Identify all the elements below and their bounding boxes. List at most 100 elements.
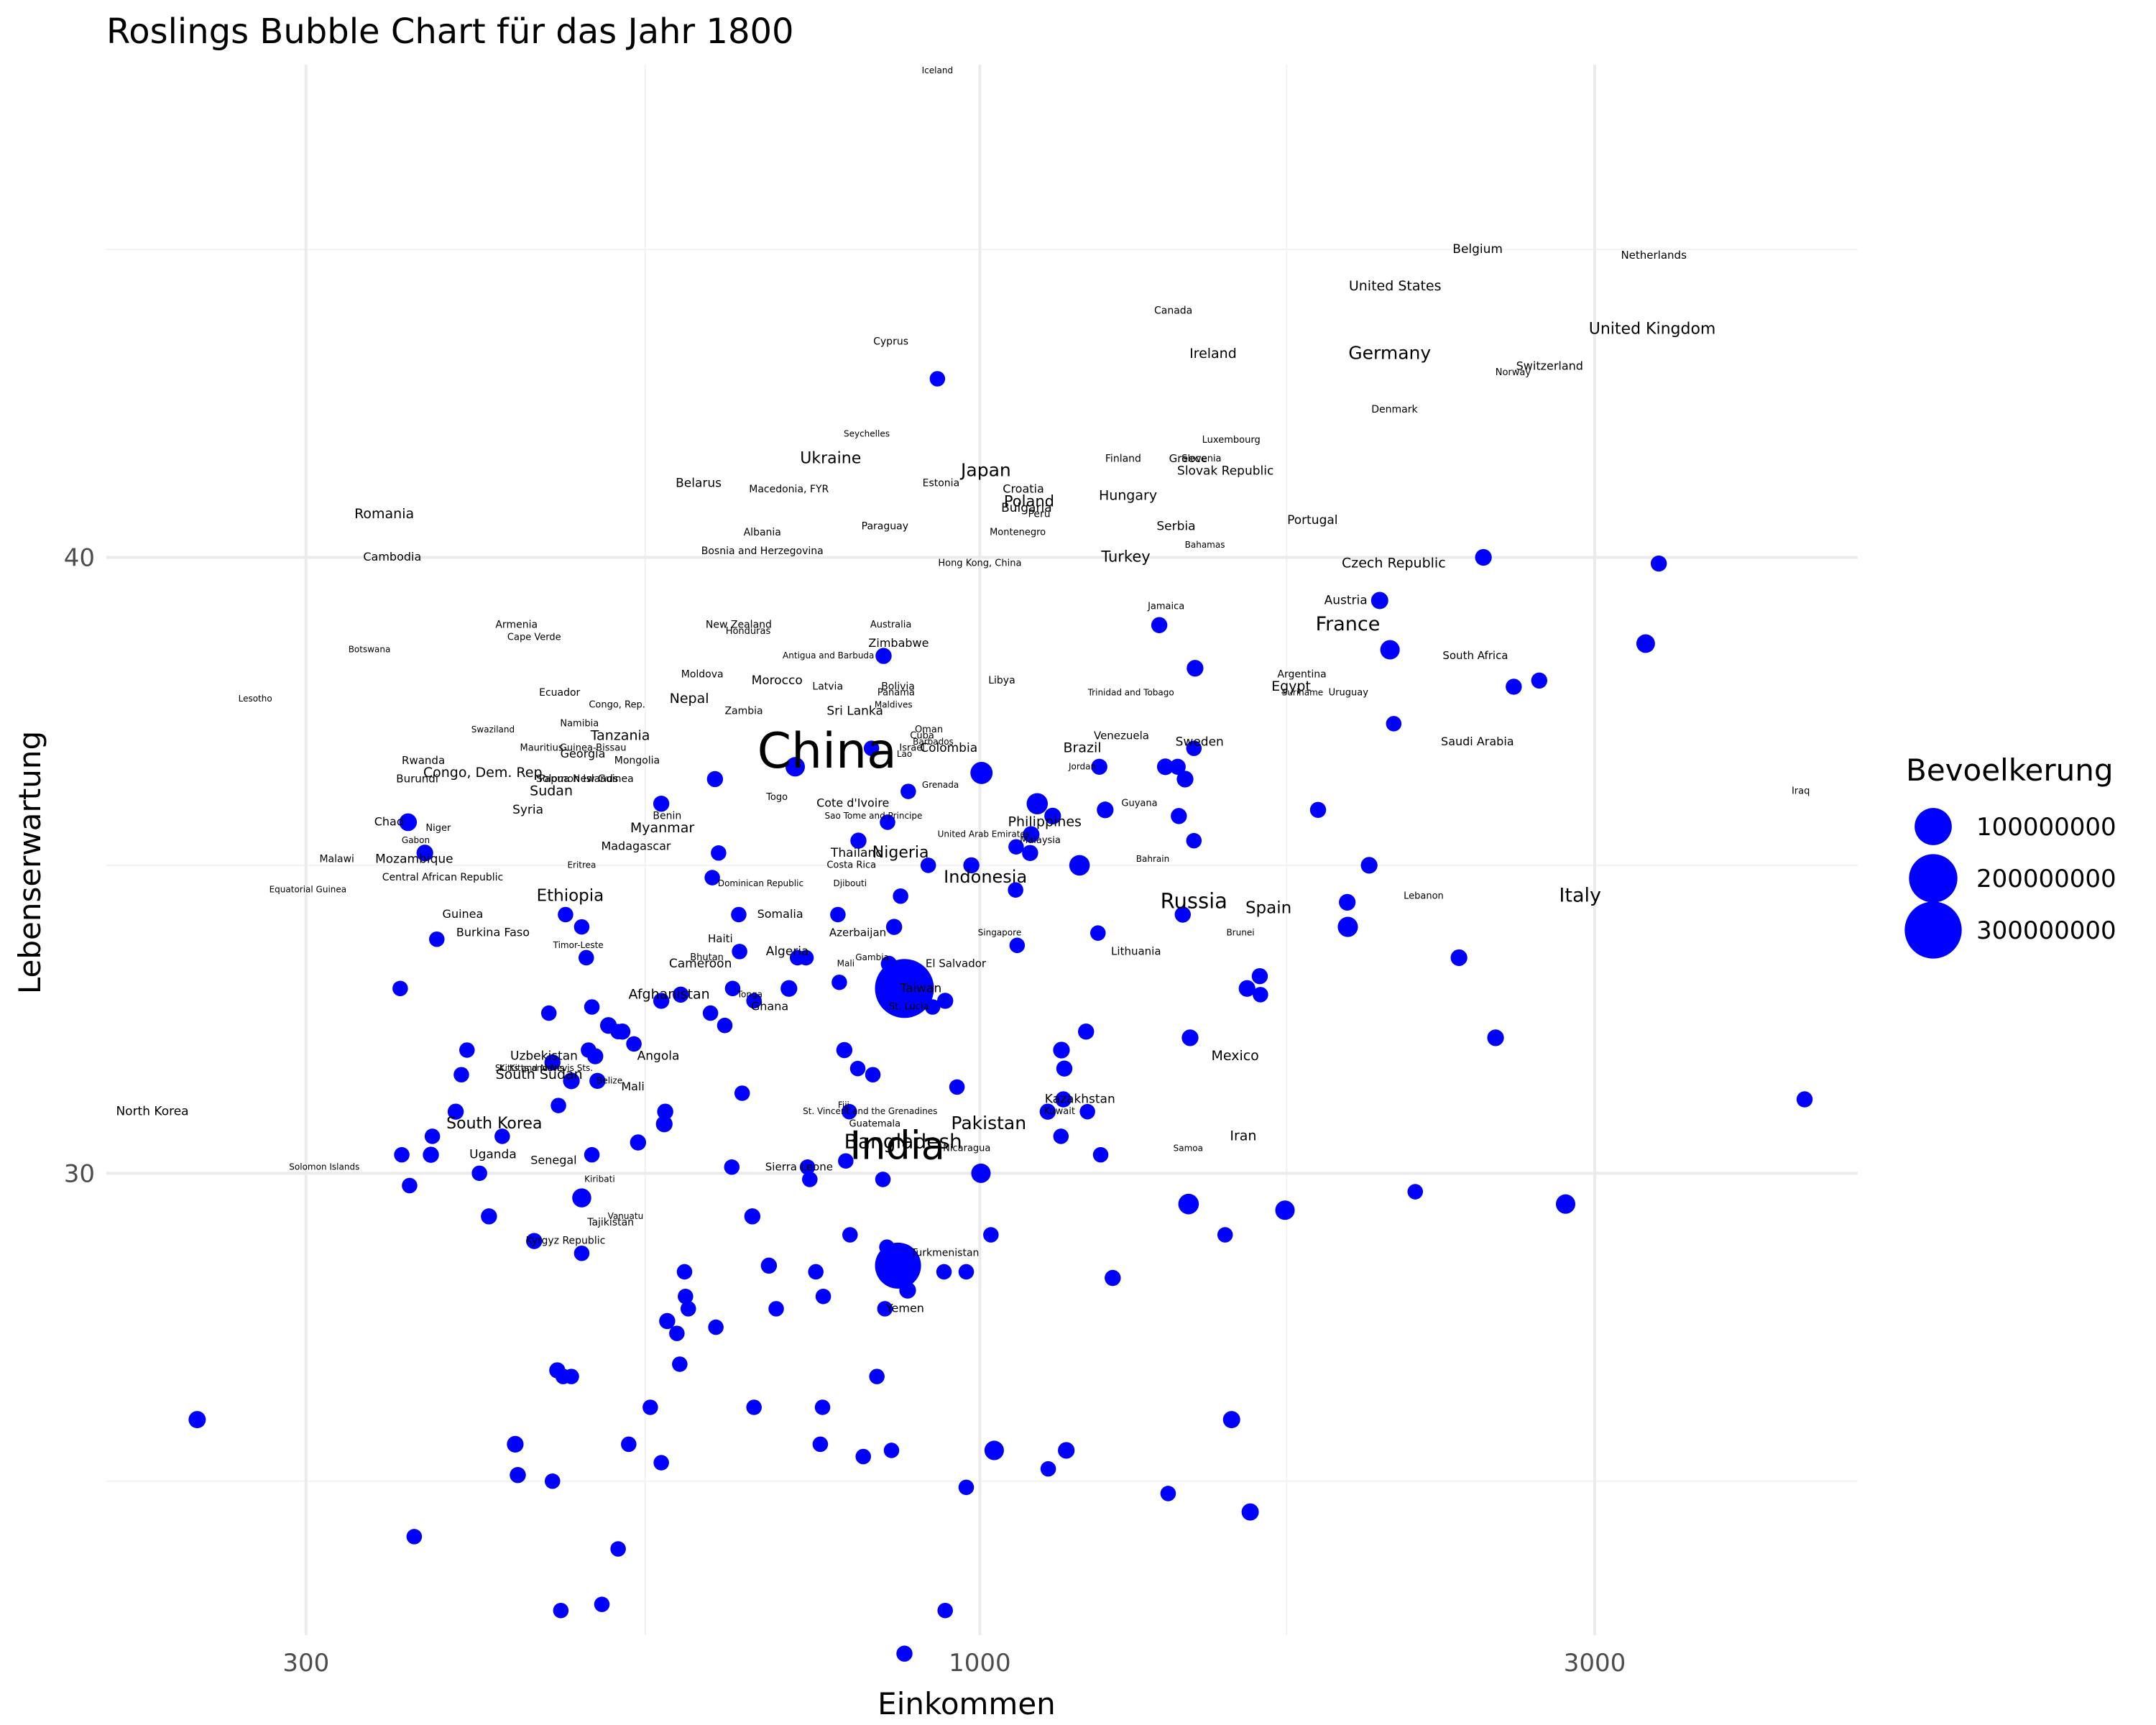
legend-label: 100000000 [1976,813,2116,842]
data-point [732,944,747,960]
data-point [416,845,433,862]
data-point [1044,807,1061,824]
country-label: United Arab Emirates [938,829,1030,840]
country-label: Rwanda [402,754,445,767]
data-point [657,1103,673,1120]
country-label: Finland [1105,453,1141,464]
data-point [581,1042,596,1058]
country-label: Mali [837,959,854,969]
country-label: Serbia [1156,520,1195,534]
country-label: Lithuania [1111,944,1161,957]
country-label: Libya [988,675,1015,686]
country-labels-layer: Iceland Belgium Netherlands United States Ca… [116,65,1810,1315]
data-point [855,1448,871,1465]
country-label: France [1316,613,1381,635]
country-label: Czech Republic [1342,556,1446,571]
country-label: Norway [1496,367,1531,378]
data-point [1009,937,1026,954]
country-label: Antigua and Barbuda [783,650,874,661]
data-point [1058,1442,1075,1459]
data-point [399,813,418,832]
country-label: Brunei [1226,928,1254,938]
data-point [1386,716,1402,732]
data-point [875,648,892,664]
data-point [1079,1103,1095,1120]
country-label: Japan [959,460,1011,481]
country-label: Lao [897,749,912,759]
country-label: Venezuela [1094,729,1149,742]
country-label: Greece [1169,452,1207,465]
country-label: United Kingdom [1589,320,1716,338]
country-label: Lesotho [239,694,272,704]
data-point [724,1159,740,1175]
country-label: Netherlands [1621,249,1687,262]
data-point [899,1282,916,1299]
data-point [880,955,898,972]
data-point [188,1411,206,1429]
country-label: Angola [637,1049,680,1064]
country-label: Lebanon [1404,891,1444,901]
country-label: Latvia [812,681,843,692]
country-label: Belarus [676,477,722,491]
data-point [869,1368,885,1384]
data-point [1475,548,1492,566]
country-label: Mozambique [375,852,453,866]
country-label: Mongolia [614,755,660,766]
country-label: Canada [1154,305,1192,317]
data-point [706,770,724,788]
data-point [983,1227,999,1243]
country-label: Zimbabwe [868,636,929,650]
country-label: Somalia [757,907,803,921]
data-point [594,1596,610,1612]
country-label: Denmark [1371,404,1418,415]
data-point [815,1288,831,1305]
data-point [949,1079,965,1095]
country-label: Panama [877,688,915,699]
data-point [572,1188,591,1208]
data-point [578,949,594,966]
data-point [971,1163,991,1183]
data-point [900,783,916,799]
country-label: Uruguay [1329,688,1369,699]
country-label: Pakistan [951,1113,1026,1133]
country-label: Israel [899,743,925,754]
legend-key [1904,901,1962,959]
data-point [880,814,895,830]
data-point [885,919,903,935]
country-label: Tanzania [590,727,650,743]
data-point [610,1024,626,1040]
data-point [802,1172,818,1187]
data-point [970,761,993,784]
country-label: Ireland [1189,346,1237,362]
data-point [1053,1041,1070,1059]
country-label: Malawi [319,853,354,865]
data-point [1275,1200,1295,1220]
data-point [808,1264,824,1280]
country-label: Belize [596,1075,622,1085]
data-point [812,1436,829,1453]
data-point [1040,1460,1056,1477]
data-point [653,796,670,812]
country-label: Georgia [561,747,606,760]
data-point [893,888,908,904]
country-label: Benin [653,810,681,822]
country-label: Ukraine [800,449,861,467]
data-point [883,1443,900,1458]
country-label: Switzerland [1516,359,1583,372]
country-label: Cambodia [363,550,421,564]
data-point [1105,1269,1121,1287]
data-point [799,1159,816,1175]
chart-title: Roslings Bubble Chart für das Jahr 1800 [106,12,794,52]
data-point [734,1085,750,1101]
data-point [1380,640,1400,660]
country-label: Belgium [1452,242,1503,257]
data-point [1796,1091,1813,1108]
legend-key [1909,854,1958,903]
data-point [621,1436,637,1453]
country-label: Bulgaria [1001,501,1052,515]
country-label: Solomon Islands [536,773,618,785]
country-label: Eritrea [567,860,596,870]
country-label: Samoa [1174,1144,1203,1154]
data-point [1055,1091,1072,1108]
country-label: Senegal [530,1154,576,1167]
